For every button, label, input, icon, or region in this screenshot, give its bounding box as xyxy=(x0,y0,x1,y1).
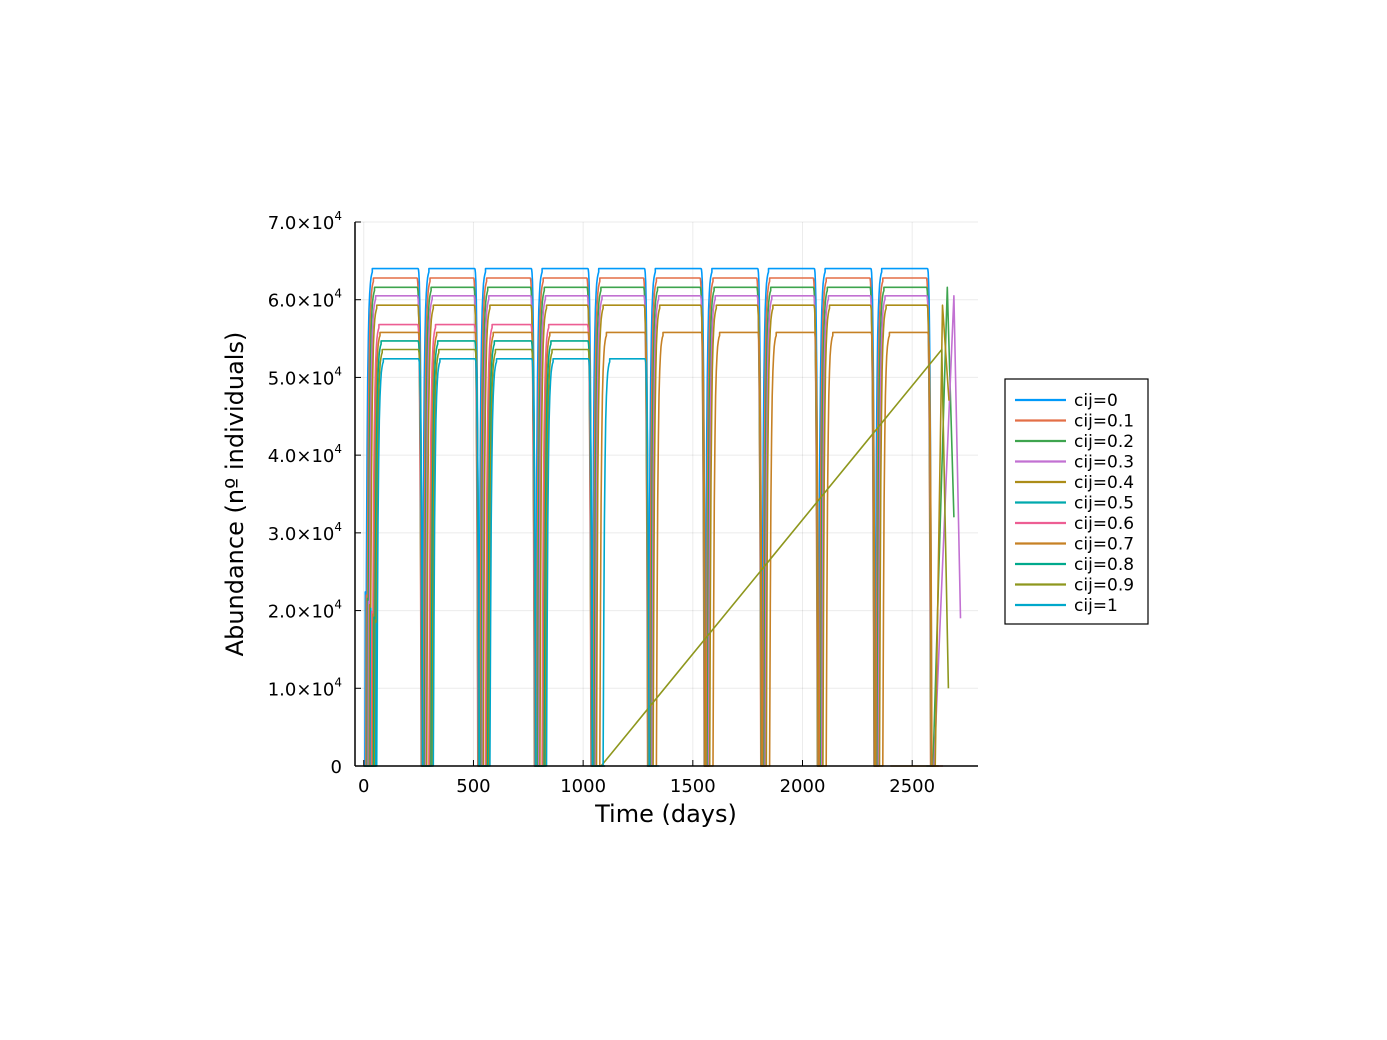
x-tick-label-3: 1500 xyxy=(670,776,716,797)
legend-label-7: cij=0.7 xyxy=(1074,535,1134,555)
series-layer xyxy=(363,267,962,767)
legend-label-5: cij=0.5 xyxy=(1074,494,1134,514)
legend-label-2: cij=0.2 xyxy=(1074,432,1134,452)
x-tick-label-4: 2000 xyxy=(780,776,826,797)
y-tick-label-2: 2.0×104 xyxy=(268,598,342,623)
y-tick-label-3: 3.0×104 xyxy=(268,520,342,545)
x-tick-label-1: 500 xyxy=(456,776,490,797)
x-tick-label-5: 2500 xyxy=(889,776,935,797)
series-line-3 xyxy=(363,295,962,767)
legend-label-9: cij=0.9 xyxy=(1074,576,1134,596)
legend-label-8: cij=0.8 xyxy=(1074,555,1134,575)
legend-label-1: cij=0.1 xyxy=(1074,412,1134,432)
legend-label-4: cij=0.4 xyxy=(1074,473,1134,493)
legend: cij=0cij=0.1cij=0.2cij=0.3cij=0.4cij=0.5… xyxy=(1004,378,1149,625)
legend-label-10: cij=1 xyxy=(1074,596,1118,616)
x-tick-label-2: 1000 xyxy=(560,776,606,797)
legend-label-0: cij=0 xyxy=(1074,391,1118,411)
y-tick-label-7: 7.0×104 xyxy=(268,209,342,234)
y-tick-label-6: 6.0×104 xyxy=(268,287,342,312)
x-tick-label-0: 0 xyxy=(358,776,369,797)
y-tick-label-5: 5.0×104 xyxy=(268,364,342,389)
y-axis-title: Abundance (nº individuals) xyxy=(221,332,249,657)
grid-lines xyxy=(355,221,978,767)
x-axis-title: Time (days) xyxy=(594,800,737,828)
y-tick-label-1: 1.0×104 xyxy=(268,675,342,700)
y-tick-label-4: 4.0×104 xyxy=(268,442,342,467)
legend-label-3: cij=0.3 xyxy=(1074,453,1134,473)
y-tick-labels: 0 1.0×104 2.0×104 3.0×104 4.0×104 5.0×104 6.0×… xyxy=(268,209,361,778)
x-tick-labels: 0 500 1000 1500 2000 2500 xyxy=(358,760,935,797)
axes xyxy=(354,222,978,767)
legend-label-6: cij=0.6 xyxy=(1074,514,1134,534)
y-tick-label-0: 0 xyxy=(331,757,342,778)
series-line-10 xyxy=(363,358,660,767)
